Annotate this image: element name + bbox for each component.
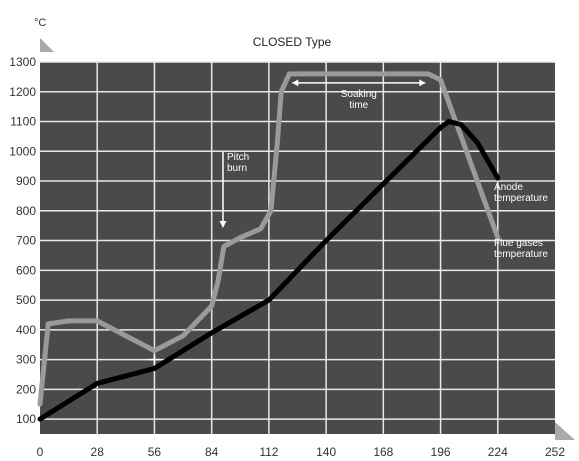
y-axis-unit: °C — [34, 17, 46, 29]
x-tick-label: 84 — [205, 445, 219, 459]
y-tick-label: 400 — [16, 323, 36, 337]
y-tick-label: 1300 — [9, 55, 36, 69]
pitch-burn-label-line1: Pitch — [227, 152, 249, 163]
y-tick-label: 100 — [16, 412, 36, 426]
y-tick-label: 200 — [16, 382, 36, 396]
x-tick-label: 112 — [259, 445, 278, 459]
series-label-flue-line1: Flue gases — [494, 238, 543, 249]
soaking-arrowhead-left — [292, 79, 299, 87]
x-tick-label: 252 — [545, 445, 565, 459]
pitch-burn-label-line2: burn — [227, 163, 247, 174]
x-tick-label: 28 — [91, 445, 105, 459]
y-tick-label: 900 — [16, 174, 36, 188]
x-axis-arrow — [555, 422, 575, 440]
y-axis-arrow — [40, 38, 54, 52]
crossover-marker — [148, 354, 161, 365]
series-label-flue-line2: temperature — [494, 249, 548, 260]
soaking-time-label-line1: Soaking — [341, 89, 377, 100]
y-tick-label: 1000 — [9, 144, 36, 158]
series-line-anode-temperature — [37, 119, 501, 422]
y-tick-label: 1200 — [9, 85, 36, 99]
y-tick-label: 300 — [16, 353, 36, 367]
pitch-burn-arrowhead — [219, 221, 227, 228]
soaking-arrowhead-right — [419, 79, 426, 87]
x-axis-ticks: 0 28 56 84 112 140 168 196 224 252 — [37, 445, 566, 459]
series-label-anode-line1: Anode — [494, 182, 523, 193]
soaking-time-label-line2: time — [349, 100, 368, 111]
y-tick-label: 700 — [16, 234, 36, 248]
y-tick-label: 600 — [16, 263, 36, 277]
series-line-flue-gases-temperature — [37, 71, 501, 407]
y-tick-label: 800 — [16, 204, 36, 218]
pitch-burn-arrow — [219, 152, 227, 228]
x-tick-label: 224 — [488, 445, 508, 459]
y-tick-label: 500 — [16, 293, 36, 307]
chart-title: CLOSED Type — [253, 35, 332, 49]
x-tick-label: 56 — [148, 445, 162, 459]
x-tick-label: 0 — [37, 445, 44, 459]
series-label-anode-line2: temperature — [494, 193, 548, 204]
x-tick-label: 196 — [431, 445, 451, 459]
plot-area — [40, 62, 555, 434]
x-tick-label: 140 — [316, 445, 336, 459]
y-tick-label: 1100 — [10, 115, 36, 129]
grid — [40, 61, 555, 434]
soaking-time-marker — [292, 79, 426, 87]
x-tick-label: 168 — [373, 445, 393, 459]
y-axis-ticks: 100 200 300 400 500 600 700 800 900 1000 1100 1200 1… — [9, 55, 36, 426]
